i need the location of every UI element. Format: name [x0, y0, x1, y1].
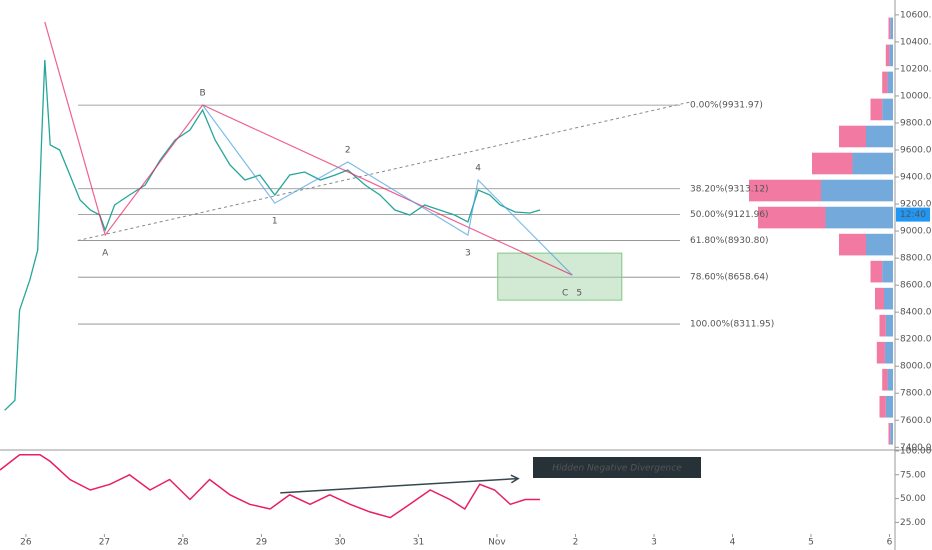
- x-tick-label: 4: [730, 538, 736, 548]
- x-tick-label: 30: [334, 538, 346, 548]
- y-tick-label: 9400.00: [900, 173, 932, 183]
- y-tick-label: 10400.00: [900, 37, 932, 47]
- x-tick-label: 28: [177, 538, 189, 548]
- volume-profile-bar: [890, 422, 893, 445]
- volume-profile-bar: [852, 152, 893, 175]
- volume-profile-bar: [749, 179, 821, 202]
- volume-profile-bar: [866, 125, 893, 148]
- volume-profile-bar: [887, 71, 893, 94]
- x-tick-label: 26: [20, 538, 32, 548]
- price-tag-label: 12:40: [900, 210, 926, 220]
- volume-profile-bar: [866, 233, 893, 256]
- fib-label: 78.60%(8658.64): [690, 273, 769, 283]
- volume-profile-bar: [888, 17, 891, 40]
- volume-profile-bar: [812, 152, 853, 175]
- price-tag: [896, 207, 930, 222]
- volume-profile-bar: [870, 260, 883, 283]
- y-tick-label: 10200.00: [900, 64, 932, 74]
- volume-profile-bar: [890, 17, 893, 40]
- wave-label: B: [199, 89, 205, 99]
- wave-label: A: [102, 249, 109, 259]
- volume-profile-bar: [884, 287, 893, 310]
- x-tick-label: 2: [573, 538, 579, 548]
- volume-profile-bar: [839, 233, 866, 256]
- wave-label: 4: [475, 164, 481, 174]
- arrow-head: [510, 474, 520, 484]
- y-tick-label: 8200.00: [900, 335, 932, 345]
- y-tick-label: 9000.00: [900, 227, 932, 237]
- volume-profile-bar: [882, 368, 888, 391]
- x-tick-label: 31: [413, 538, 424, 548]
- fib-label: 61.80%(8930.80): [690, 236, 769, 246]
- volume-profile-bar: [885, 314, 893, 337]
- y-tick-label: 8400.00: [900, 308, 932, 318]
- volume-profile-bar: [879, 395, 886, 418]
- y-tick-label: 7600.00: [900, 416, 932, 426]
- price-line: [4, 59, 541, 411]
- volume-profile-bar: [882, 98, 893, 121]
- volume-profile-bar: [839, 125, 866, 148]
- volume-profile-bar: [821, 179, 893, 202]
- volume-profile-bar: [876, 341, 885, 364]
- y-tick-label: 100.00: [900, 446, 932, 456]
- volume-profile-bar: [888, 422, 891, 445]
- x-tick-label: 5: [808, 538, 814, 548]
- volume-profile-bar: [758, 206, 826, 229]
- x-tick-label: Nov: [488, 538, 506, 548]
- fib-label: 50.00%(9121.96): [690, 210, 769, 220]
- volume-profile-bar: [885, 44, 890, 67]
- y-tick-label: 10000.00: [900, 91, 932, 101]
- y-tick-label: 9800.00: [900, 118, 932, 128]
- wave-label: 3: [465, 249, 471, 259]
- volume-profile-bar: [870, 98, 883, 121]
- trendline: [77, 101, 691, 242]
- x-tick-label: 3: [651, 538, 657, 548]
- y-tick-label: 7400.00: [900, 443, 932, 453]
- y-tick-label: 8800.00: [900, 254, 932, 264]
- volume-profile-bar: [882, 71, 888, 94]
- x-tick-label: 27: [99, 538, 110, 548]
- volume-profile-bar: [879, 314, 886, 337]
- divergence-arrow: [280, 477, 519, 494]
- y-tick-label: 75.00: [900, 470, 926, 480]
- y-tick-label: 8600.00: [900, 281, 932, 291]
- wave-pattern: [202, 104, 573, 276]
- y-tick-label: 50.00: [900, 494, 926, 504]
- wave-label: C: [562, 289, 568, 299]
- volume-profile-bar: [885, 395, 893, 418]
- volume-profile-bar: [875, 287, 884, 310]
- volume-profile-bar: [825, 206, 893, 229]
- wave-label: 1: [272, 217, 278, 227]
- y-tick-label: 7800.00: [900, 389, 932, 399]
- x-tick-label: 29: [256, 538, 268, 548]
- y-tick-label: 9600.00: [900, 146, 932, 156]
- y-tick-label: 9200.00: [900, 200, 932, 210]
- wave-label: 2: [345, 146, 351, 156]
- annotation-box: [533, 457, 701, 478]
- volume-profile-bar: [882, 260, 893, 283]
- fib-label: 0.00%(9931.97): [690, 101, 763, 111]
- target-box: [497, 252, 623, 301]
- volume-profile-bar: [884, 341, 893, 364]
- volume-profile-bar: [889, 44, 893, 67]
- fib-label: 38.20%(9313.12): [690, 184, 769, 194]
- fib-label: 100.00%(8311.95): [690, 320, 774, 330]
- wave-label: 5: [576, 289, 582, 299]
- volume-profile-bar: [887, 368, 893, 391]
- price-line: [0, 454, 541, 519]
- y-tick-label: 10600.00: [900, 10, 932, 20]
- annotation-text: Hidden Negative Divergence: [552, 464, 682, 474]
- y-tick-label: 25.00: [900, 518, 926, 528]
- x-tick-label: 6: [887, 538, 893, 548]
- wave-pattern: [44, 21, 573, 276]
- y-tick-label: 8000.00: [900, 362, 932, 372]
